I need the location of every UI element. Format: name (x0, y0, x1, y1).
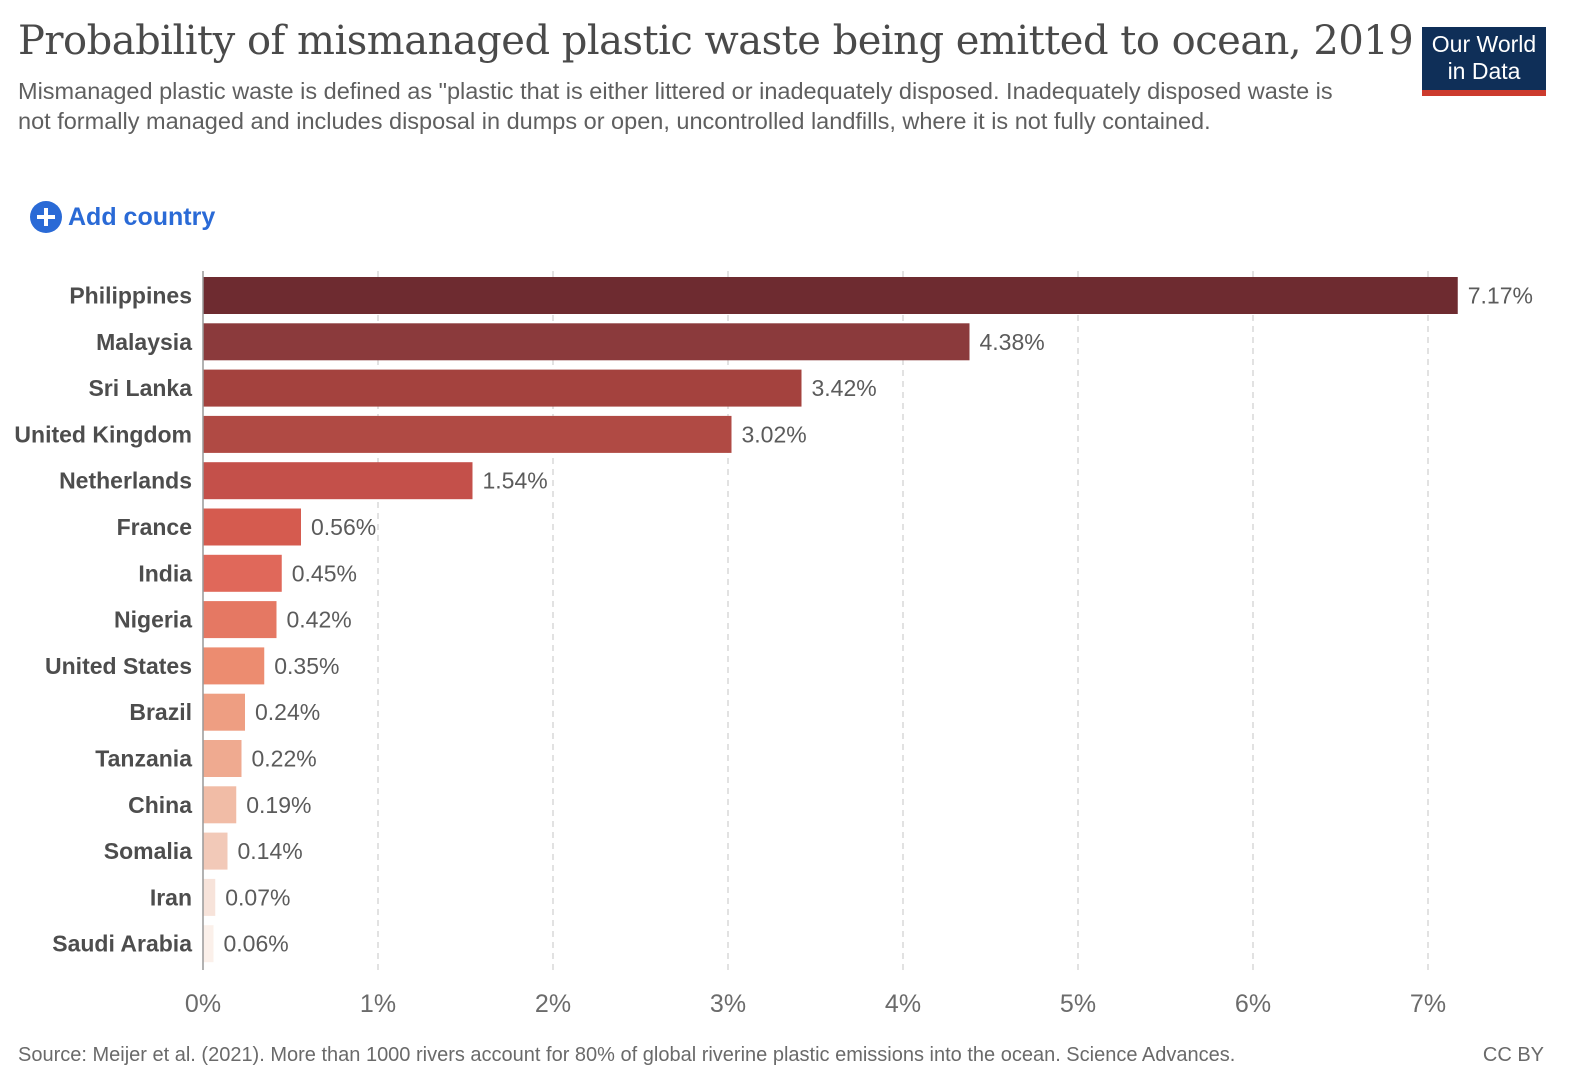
bar (203, 554, 282, 592)
x-tick-label: 3% (710, 990, 746, 1018)
bar (203, 277, 1458, 314)
category-label: India (138, 560, 192, 586)
value-label: 0.06% (224, 931, 289, 957)
value-label: 0.56% (311, 514, 376, 540)
add-country-button[interactable]: Add country (30, 201, 215, 233)
chart-subtitle: Mismanaged plastic waste is defined as "… (18, 78, 1333, 134)
bar (203, 323, 970, 361)
category-label: Saudi Arabia (52, 931, 192, 957)
bar (203, 369, 802, 407)
bar (203, 925, 214, 963)
x-tick-label: 2% (535, 990, 571, 1018)
category-label: Brazil (129, 699, 192, 725)
chart-title: Probability of mismanaged plastic waste … (18, 18, 1414, 64)
logo-line-2: in Data (1447, 58, 1521, 84)
x-tick-label: 7% (1410, 990, 1446, 1018)
value-label: 0.42% (287, 607, 352, 633)
category-label: France (117, 514, 192, 540)
bar (203, 693, 245, 731)
category-label: Philippines (69, 283, 192, 309)
source-note: Source: Meijer et al. (2021). More than … (18, 1044, 1236, 1066)
value-label: 0.24% (255, 699, 320, 725)
category-label: Somalia (104, 838, 192, 864)
value-label: 1.54% (483, 468, 548, 494)
bar (203, 740, 242, 777)
bar (203, 786, 237, 824)
value-label: 0.45% (292, 560, 357, 586)
bar (203, 508, 301, 546)
value-label: 0.19% (246, 792, 311, 818)
value-label: 0.35% (274, 653, 339, 679)
owid-logo[interactable]: Our World in Data (1422, 27, 1546, 96)
category-label: Iran (150, 884, 192, 910)
bar (203, 462, 473, 500)
category-label: Sri Lanka (88, 375, 192, 401)
category-label: Malaysia (96, 329, 192, 355)
category-label: United Kingdom (14, 421, 192, 447)
add-country-label: Add country (68, 202, 216, 231)
x-tick-label: 1% (360, 990, 396, 1018)
value-label: 0.07% (225, 884, 290, 910)
value-label: 0.14% (238, 838, 303, 864)
x-tick-label: 5% (1060, 990, 1096, 1018)
value-label: 0.22% (252, 746, 317, 772)
value-label: 7.17% (1468, 283, 1533, 309)
x-tick-label: 6% (1235, 990, 1271, 1018)
license-link[interactable]: CC BY (1482, 1044, 1544, 1066)
bar (203, 601, 277, 639)
category-label: Tanzania (95, 746, 192, 772)
bar-chart: 0% 1% 2% 3% 4% 5% 6% 7% Philippines 7.17% Malaysia… (14, 271, 1533, 1018)
category-label: Nigeria (114, 607, 192, 633)
bar (203, 415, 732, 453)
x-tick-label: 4% (885, 990, 921, 1018)
value-label: 3.42% (812, 375, 877, 401)
category-label: United States (45, 653, 192, 679)
bar (203, 647, 265, 685)
category-label: China (128, 792, 192, 818)
category-label: Netherlands (59, 468, 192, 494)
x-tick-label: 0% (185, 990, 221, 1018)
value-label: 3.02% (742, 421, 807, 447)
logo-line-1: Our World (1431, 31, 1537, 57)
bar (203, 832, 228, 870)
plus-circle-icon (30, 201, 62, 233)
bar (203, 878, 216, 916)
value-label: 4.38% (980, 329, 1045, 355)
